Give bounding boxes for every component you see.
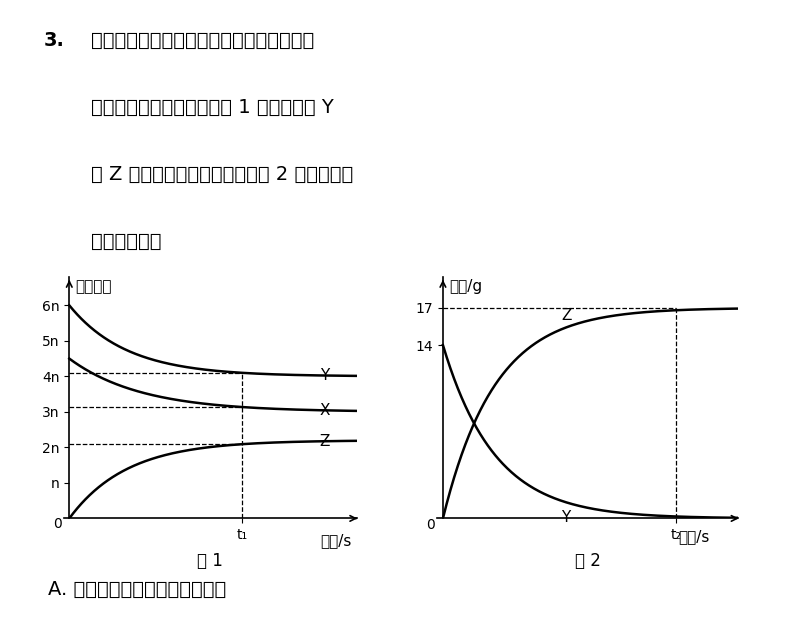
Text: 分子数目: 分子数目 <box>75 279 111 294</box>
Text: Y: Y <box>561 511 570 526</box>
Text: A. 该反应前后分子总数保持不变: A. 该反应前后分子总数保持不变 <box>48 580 225 599</box>
Text: Y: Y <box>320 368 329 383</box>
Text: 3.: 3. <box>44 31 64 50</box>
Text: 时间/s: 时间/s <box>678 529 709 545</box>
Text: 子数目随时间变化情况如图 1 所示，物质 Y: 子数目随时间变化情况如图 1 所示，物质 Y <box>91 98 334 117</box>
Text: 图 1: 图 1 <box>198 553 223 570</box>
Text: 质量/g: 质量/g <box>449 279 482 294</box>
Text: 说法正确的是: 说法正确的是 <box>91 232 162 251</box>
Text: 图 2: 图 2 <box>575 553 600 570</box>
Text: 0: 0 <box>426 518 435 531</box>
Text: 0: 0 <box>53 516 62 531</box>
Text: Z: Z <box>561 308 572 323</box>
Text: 密闭容器中发生的某化学反应，各物质的分: 密闭容器中发生的某化学反应，各物质的分 <box>91 31 314 50</box>
Text: Z: Z <box>320 434 330 449</box>
Text: 和 Z 的质量随时间变化情况如图 2 所示。下列: 和 Z 的质量随时间变化情况如图 2 所示。下列 <box>91 165 353 184</box>
Text: X: X <box>320 402 330 418</box>
Text: 时间/s: 时间/s <box>320 533 352 548</box>
